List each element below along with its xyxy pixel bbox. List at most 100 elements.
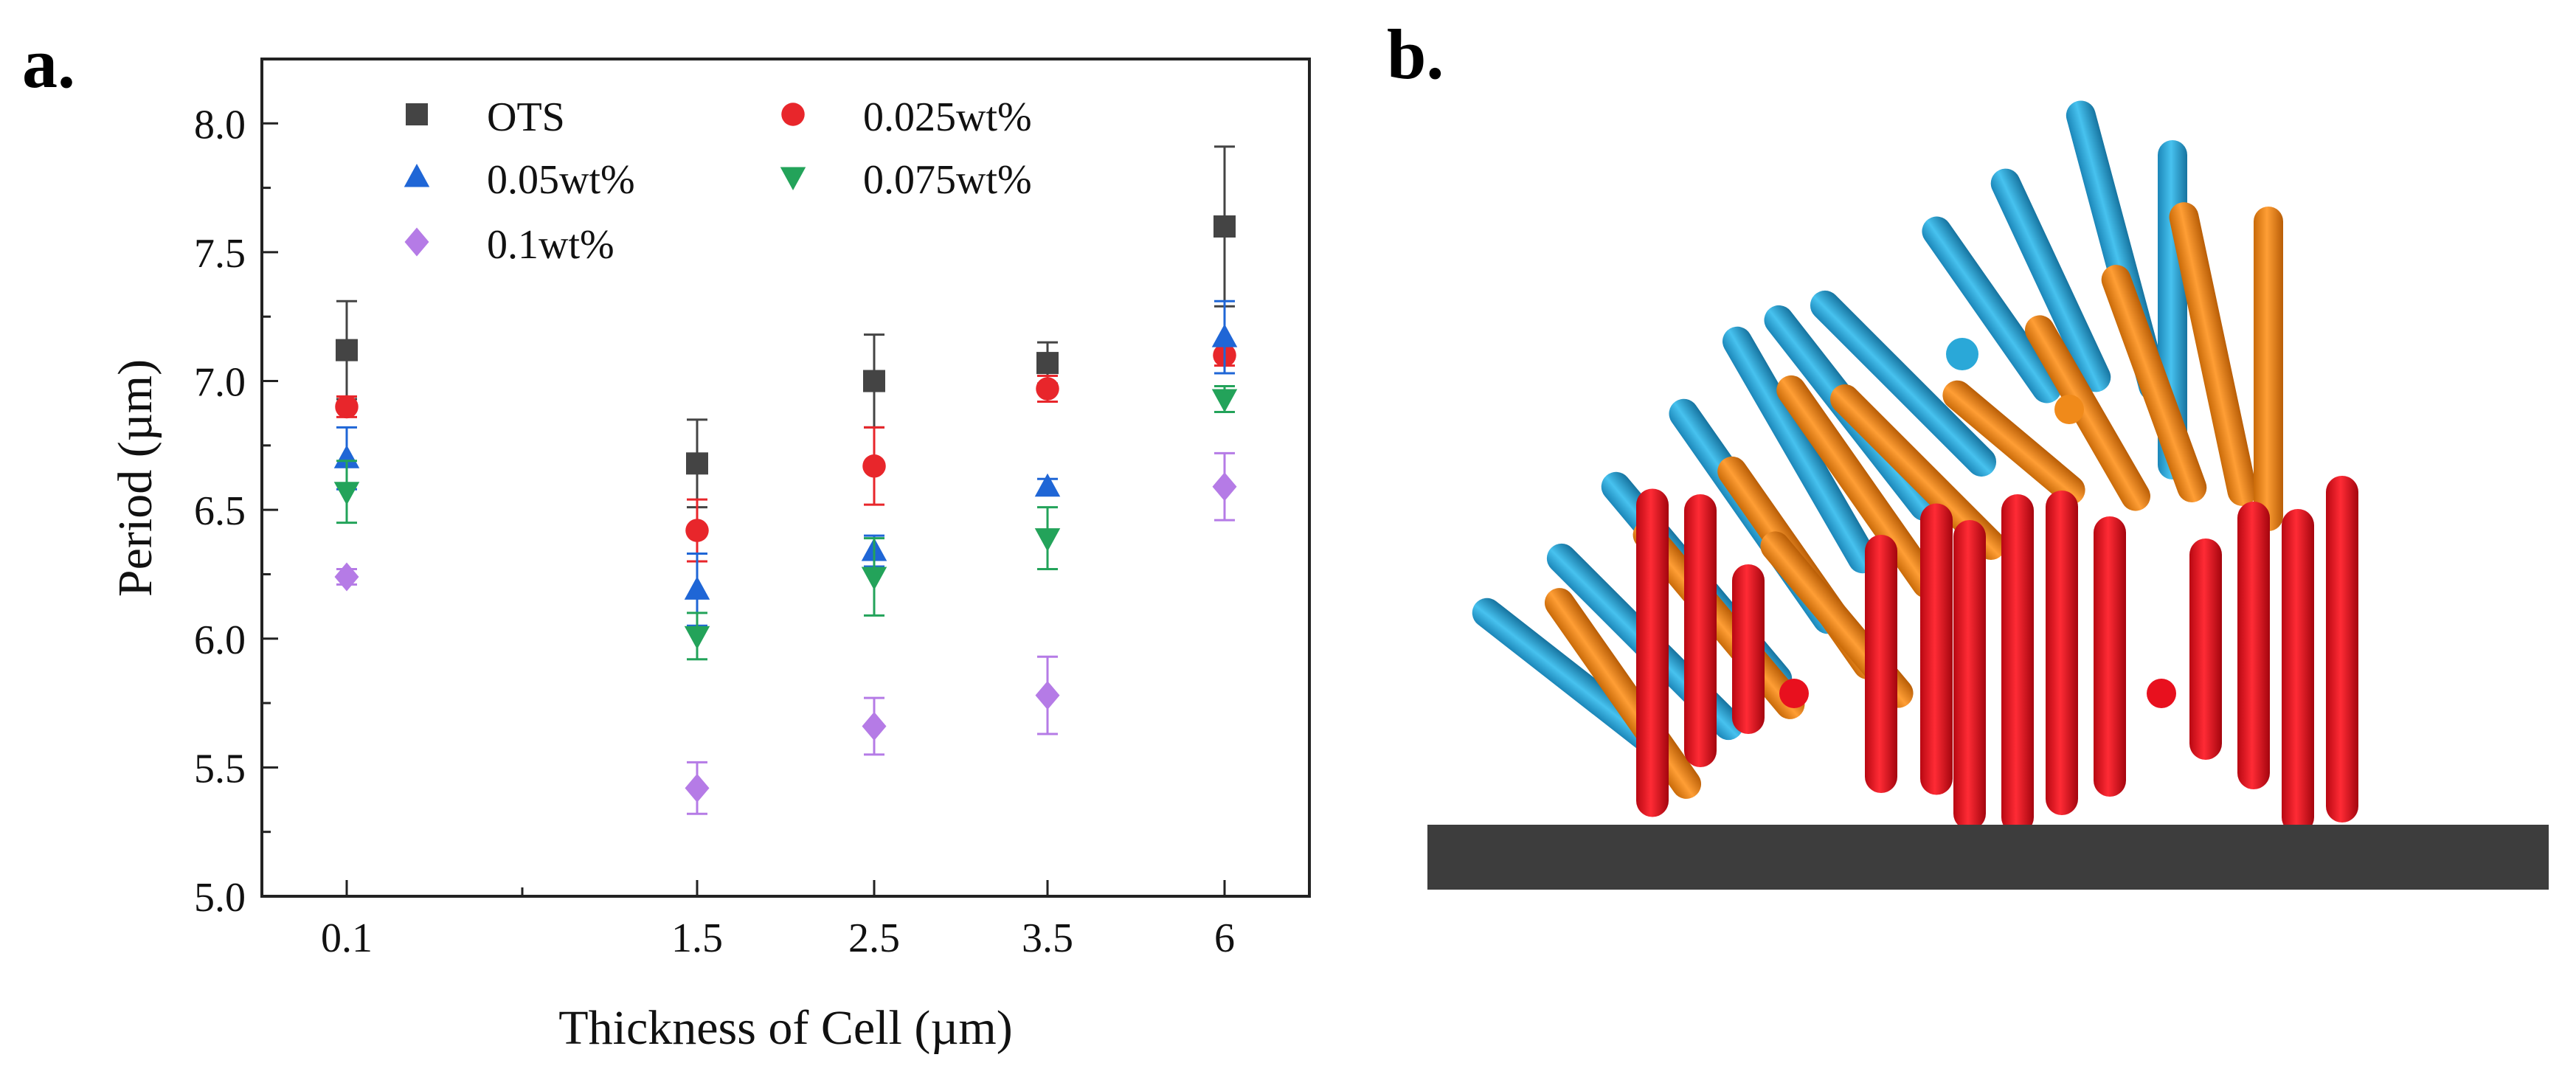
red-rod-end (1779, 679, 1809, 708)
blue-rod (1601, 471, 1793, 694)
red-rod (1684, 494, 1717, 767)
red-rod (2001, 494, 2034, 834)
legend-label: 0.025wt% (863, 94, 1032, 140)
red-rod (1920, 503, 1953, 795)
red-rod (2326, 476, 2358, 823)
orange-rod (1830, 384, 2006, 560)
blue-rod (1472, 598, 1671, 760)
blue-rod (1669, 398, 1843, 634)
data-series (333, 145, 1238, 815)
data-point (685, 519, 709, 542)
data-point (685, 773, 710, 803)
legend-marker (404, 164, 430, 187)
legend-marker (781, 103, 805, 126)
y-axis: 5.0 5.5 6.0 6.5 7.0 7.5 8.0 (194, 102, 278, 921)
panel-label-b: b. (1387, 15, 1444, 94)
data-point (862, 712, 887, 741)
period-vs-thickness-chart: 5.0 5.5 6.0 6.5 7.0 7.5 8.0 0.1 1.5 2.5 3.5 6 OTS 0… (108, 58, 1311, 1055)
data-point (1035, 681, 1060, 710)
red-rod (1732, 564, 1765, 734)
legend-label: 0.1wt% (487, 222, 614, 268)
red-rod (1865, 535, 1897, 793)
orange-rod (2254, 207, 2283, 531)
orange-rod (1760, 531, 1914, 708)
red-rod (2094, 516, 2126, 797)
data-point (684, 576, 710, 600)
blue-rod (1546, 543, 1744, 741)
legend-marker (780, 167, 806, 190)
orange-rod (1942, 380, 2085, 505)
blue-rod (1990, 168, 2111, 392)
blue-rod (2158, 140, 2187, 479)
orange-rod (1717, 456, 1883, 680)
orange-rod (1632, 520, 1805, 719)
x-tick-label: 0.1 (321, 915, 373, 961)
blue-rod (1922, 216, 2062, 404)
x-tick-label: 1.5 (671, 915, 723, 961)
y-tick-label: 5.0 (194, 875, 246, 921)
blue-rod (1810, 290, 1997, 477)
red-rod-end (2147, 679, 2176, 708)
red-rod (1636, 488, 1669, 817)
data-point (1034, 528, 1061, 552)
x-tick-label: 3.5 (1022, 915, 1073, 961)
x-axis-title: Thickness of Cell (µm) (558, 1001, 1012, 1055)
x-axis: 0.1 1.5 2.5 3.5 6 (321, 880, 1235, 961)
series-0.075wt% (333, 385, 1238, 661)
blue-rod-end (1946, 338, 1978, 370)
data-point (1213, 215, 1236, 238)
data-point (1211, 324, 1238, 347)
panel-label-a: a. (22, 24, 75, 103)
orange-rod (2025, 315, 2150, 511)
y-tick-label: 6.0 (194, 617, 246, 663)
data-point (686, 452, 708, 475)
x-tick-label: 2.5 (848, 915, 900, 961)
red-rod (2282, 509, 2314, 834)
substrate (1427, 825, 2549, 890)
y-tick-label: 7.5 (194, 231, 246, 277)
red-rod (2046, 491, 2078, 815)
data-point (335, 395, 359, 419)
data-point (336, 339, 358, 361)
y-tick-label: 6.5 (194, 488, 246, 534)
data-point (861, 567, 887, 590)
red-rod (2189, 538, 2222, 760)
red-rod (2237, 502, 2270, 789)
data-point (1211, 389, 1238, 412)
orange-rod (1544, 588, 1702, 799)
data-point (1034, 473, 1061, 497)
legend-marker (404, 227, 429, 257)
data-point (333, 482, 360, 505)
legend-marker (406, 103, 428, 125)
y-tick-label: 8.0 (194, 102, 246, 148)
data-point (333, 445, 360, 468)
series-OTS (336, 145, 1236, 509)
orange-rod (2101, 265, 2207, 502)
y-tick-label: 5.5 (194, 746, 246, 792)
data-point (334, 562, 359, 592)
series-0.05wt% (333, 299, 1238, 627)
data-point (863, 370, 885, 392)
data-point (684, 626, 710, 650)
plot-frame (260, 58, 1311, 898)
legend-label: 0.05wt% (487, 157, 635, 203)
x-tick-label: 6 (1214, 915, 1235, 961)
orange-rod (2169, 202, 2257, 506)
blue-rod (1764, 305, 1939, 522)
data-point (1036, 377, 1059, 401)
legend-label: 0.075wt% (863, 157, 1032, 203)
blue-rod (2066, 100, 2169, 401)
orange-rod (1776, 375, 1942, 599)
legend: OTS 0.025wt% 0.05wt% 0.075wt% 0.1wt% (404, 94, 1032, 268)
series-0.1wt% (334, 451, 1237, 815)
series-0.025wt% (335, 343, 1236, 563)
y-axis-title: Period (µm) (108, 359, 162, 597)
y-tick-label: 7.0 (194, 360, 246, 406)
red-rod (1953, 520, 1986, 830)
data-point (1212, 472, 1237, 502)
orange-rod-end (2054, 395, 2084, 424)
data-point (862, 454, 886, 478)
blue-rod (1722, 326, 1877, 574)
data-point (1036, 352, 1059, 375)
legend-label: OTS (487, 94, 565, 140)
